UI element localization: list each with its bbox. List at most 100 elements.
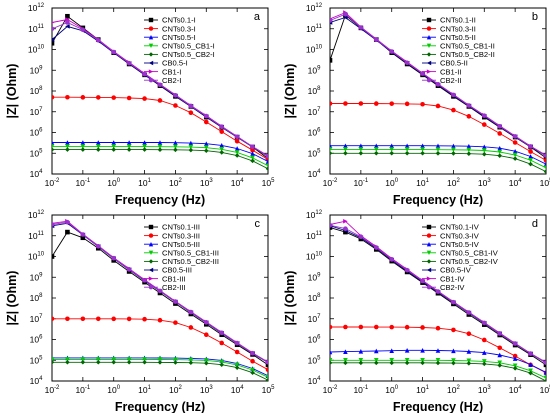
data-point — [203, 145, 209, 151]
data-point — [543, 375, 546, 381]
data-point — [250, 158, 255, 164]
data-point — [330, 360, 333, 366]
data-point — [157, 357, 163, 362]
legend-label: CNTs0.5_CB2-I — [162, 50, 215, 59]
data-point — [203, 360, 209, 366]
data-point — [219, 330, 225, 336]
data-point — [265, 362, 268, 368]
data-point — [543, 155, 546, 161]
legend-marker — [148, 267, 154, 273]
data-point — [373, 37, 379, 42]
data-point — [373, 245, 379, 250]
legend-label: CNTs0.5_CB2-II — [440, 50, 495, 59]
data-point — [358, 348, 364, 354]
x-tick-label: 101 — [416, 385, 429, 395]
y-tick-label: 107 — [30, 314, 43, 324]
data-point — [52, 359, 55, 365]
data-point — [543, 165, 546, 171]
data-point — [543, 360, 546, 365]
legend-label: CB1-I — [162, 67, 181, 76]
y-tick-label: 105 — [30, 355, 43, 365]
x-axis-label: Frequency (Hz) — [115, 400, 205, 413]
data-point — [80, 359, 86, 365]
data-point — [173, 299, 178, 304]
data-point — [52, 222, 55, 227]
legend-marker — [426, 60, 432, 66]
data-point — [52, 357, 55, 362]
data-point — [451, 360, 456, 366]
data-point — [173, 103, 178, 108]
data-point — [435, 325, 441, 331]
data-point — [203, 358, 209, 363]
y-tick-label: 108 — [308, 86, 321, 96]
y-tick-label: 106 — [308, 128, 321, 138]
legend-marker — [426, 276, 432, 281]
data-point — [95, 140, 101, 145]
data-point — [219, 150, 225, 155]
data-point — [250, 151, 255, 157]
legend-label: CNTs0.5-III — [162, 240, 200, 249]
data-point — [126, 357, 132, 362]
x-tick-label: 102 — [447, 385, 460, 395]
chart-panel-c: 10-2 10-1 100 101 102 103 104 105 104 105 106 107 10… — [5, 210, 275, 413]
y-tick-label: 105 — [308, 355, 321, 365]
y-tick-label: 1012 — [28, 210, 45, 220]
y-tick-label: 106 — [30, 335, 43, 345]
data-point — [358, 25, 364, 30]
data-point — [420, 360, 425, 366]
legend-label: CB0.5-II — [440, 59, 468, 68]
data-point — [358, 324, 364, 330]
data-point — [512, 365, 518, 371]
legend-label: CB1-III — [162, 274, 186, 283]
data-point — [435, 147, 441, 152]
series-line — [330, 152, 546, 173]
x-tick-label: 10-1 — [353, 385, 368, 395]
data-point — [234, 365, 240, 370]
legend-marker — [148, 250, 154, 255]
data-point — [65, 140, 70, 145]
legend-marker — [148, 285, 154, 290]
data-point — [420, 278, 425, 284]
y-axis-label: |Z| (Ohm) — [5, 64, 19, 119]
y-axis-label: |Z| (Ohm) — [283, 64, 297, 119]
data-point — [111, 49, 117, 55]
data-point — [126, 140, 132, 145]
data-point — [111, 147, 117, 152]
data-point — [466, 103, 472, 108]
data-point — [95, 316, 101, 322]
data-point — [358, 143, 364, 149]
legend-label: CNTs0.5_CB2-III — [162, 257, 219, 266]
legend-marker — [148, 35, 154, 40]
data-point — [80, 27, 86, 32]
data-point — [265, 163, 268, 169]
data-point — [330, 150, 333, 156]
data-point — [389, 357, 395, 363]
data-point — [512, 148, 518, 154]
data-point — [142, 357, 147, 362]
x-tick-label: 10-2 — [323, 178, 338, 188]
data-point — [343, 226, 348, 231]
data-point — [330, 357, 333, 363]
data-point — [389, 147, 395, 152]
legend-label: CNTs0.1-I — [162, 16, 196, 25]
y-tick-label: 1011 — [28, 231, 44, 241]
legend-label: CNTs0.1-II — [440, 16, 476, 25]
legend-marker — [426, 78, 432, 83]
data-point — [65, 94, 70, 100]
y-tick-label: 1011 — [306, 24, 322, 34]
legend-label: CB0.5-IV — [440, 266, 472, 275]
data-point — [265, 375, 268, 380]
data-point — [466, 358, 472, 364]
data-point — [466, 310, 472, 315]
data-point — [435, 103, 441, 109]
data-point — [343, 143, 348, 149]
data-point — [528, 370, 533, 376]
data-point — [512, 156, 518, 161]
x-tick-label: 101 — [416, 178, 429, 188]
data-point — [188, 357, 194, 363]
legend-marker — [426, 52, 432, 57]
data-point — [203, 141, 209, 146]
data-point — [126, 144, 132, 149]
data-point — [95, 144, 101, 149]
